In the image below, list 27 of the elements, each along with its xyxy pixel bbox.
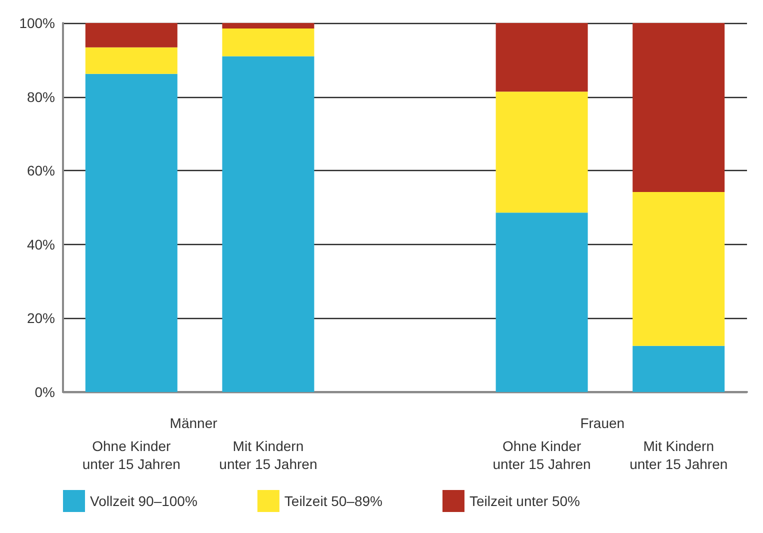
x-tick-label: Ohne Kinder unter 15 Jahren [82,438,180,472]
bar [496,212,588,392]
y-tick-label: 60% [26,162,55,179]
legend-label: Teilzeit unter 50% [469,493,580,509]
y-tick-label: 80% [26,88,55,105]
bar [85,23,178,48]
legend-label: Vollzeit 90–100% [90,493,198,509]
y-tick-label: 0% [34,384,55,400]
bar [496,23,588,92]
y-tick-label: 40% [26,236,55,252]
x-tick-label: Mit Kindern unter 15 Jahren [219,438,318,472]
bar [222,28,314,56]
bar [496,92,588,213]
y-tick-label: 100% [19,15,55,31]
legend-label: Teilzeit 50–89% [284,493,382,509]
bar [85,47,178,74]
bar [222,56,314,392]
bar [632,23,725,192]
bar [222,23,314,29]
bar [632,192,725,346]
bar [85,74,178,392]
text: Männer [170,415,218,431]
x-tick-label: Mit Kindern unter 15 Jahren [630,438,728,472]
text: Frauen [580,415,625,431]
bar [632,346,725,392]
y-tick-label: 20% [26,310,55,326]
x-tick-label: Ohne Kinder unter 15 Jahren [492,438,591,472]
